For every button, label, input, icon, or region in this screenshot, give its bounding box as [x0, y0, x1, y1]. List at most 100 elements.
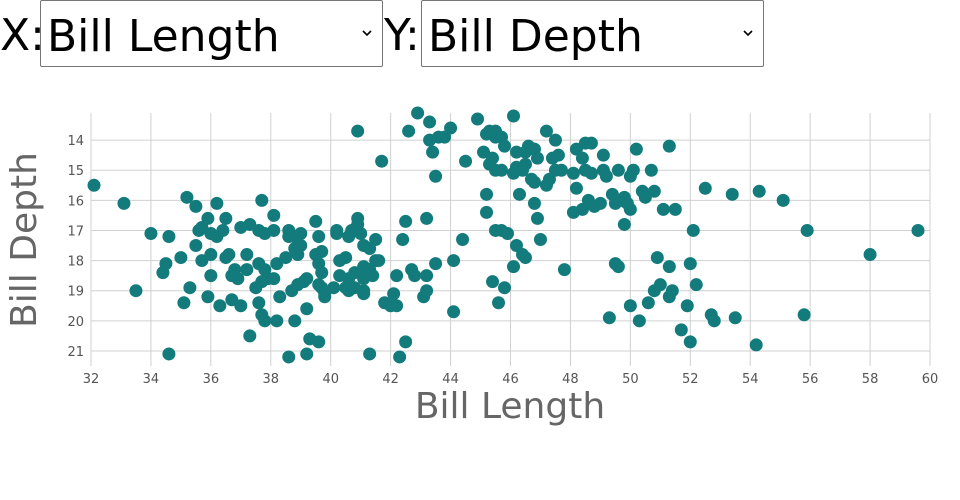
- data-point: [611, 260, 625, 274]
- data-point: [162, 229, 176, 243]
- data-point: [602, 311, 616, 325]
- data-point: [554, 163, 568, 177]
- data-point: [267, 223, 281, 237]
- data-point: [486, 275, 500, 289]
- data-point: [252, 296, 266, 310]
- data-point: [539, 124, 553, 138]
- data-point: [330, 226, 344, 240]
- data-point: [429, 169, 443, 183]
- data-point: [240, 248, 254, 262]
- data-point: [644, 163, 658, 177]
- data-point: [366, 269, 380, 283]
- data-point: [665, 284, 679, 298]
- data-point: [243, 329, 257, 343]
- data-point: [527, 175, 541, 189]
- data-point: [680, 299, 694, 313]
- data-point: [177, 296, 191, 310]
- x-tick-label: 56: [802, 372, 819, 387]
- data-point: [447, 254, 461, 268]
- data-point: [390, 269, 404, 283]
- x-tick-label: 44: [442, 372, 459, 387]
- data-point: [204, 248, 218, 262]
- data-point: [408, 269, 422, 283]
- tick-labels: 32 34 36 38 40 42 44 46 48 50 52 54 56 58 60 14 15 16 17 18…: [67, 134, 938, 387]
- data-point: [674, 323, 688, 337]
- y-tick-label: 14: [67, 134, 84, 149]
- data-point: [776, 193, 790, 207]
- y-axis-select[interactable]: Bill Depth: [421, 0, 764, 67]
- data-point: [210, 196, 224, 210]
- data-point: [189, 199, 203, 213]
- x-tick-label: 58: [862, 372, 879, 387]
- x-axis-title: Bill Length: [415, 386, 605, 427]
- data-point: [566, 166, 580, 180]
- data-point: [129, 284, 143, 298]
- data-point: [509, 145, 523, 159]
- data-point: [752, 184, 766, 198]
- data-point: [429, 257, 443, 271]
- data-point: [626, 163, 640, 177]
- data-point: [231, 272, 245, 286]
- data-point: [213, 299, 227, 313]
- chevron-down-icon: [743, 30, 753, 37]
- data-point: [575, 151, 589, 165]
- x-axis-select-value: Bill Length: [47, 11, 280, 62]
- data-point: [309, 214, 323, 228]
- data-point: [641, 296, 655, 310]
- data-point: [357, 287, 371, 301]
- chevron-down-icon: [362, 30, 372, 37]
- data-point: [393, 350, 407, 364]
- data-point: [294, 226, 308, 240]
- data-point: [174, 251, 188, 265]
- data-point: [506, 260, 520, 274]
- y-axis-title: Bill Depth: [4, 152, 45, 328]
- data-point: [863, 248, 877, 262]
- data-point: [629, 142, 643, 156]
- data-point: [662, 139, 676, 153]
- data-point: [632, 314, 646, 328]
- data-points: [87, 106, 925, 364]
- data-point: [518, 251, 532, 265]
- data-point: [471, 112, 485, 126]
- data-point: [117, 196, 131, 210]
- data-point: [584, 166, 598, 180]
- data-point: [530, 211, 544, 225]
- x-axis-select[interactable]: Bill Length: [40, 0, 383, 67]
- data-point: [327, 281, 341, 295]
- data-point: [611, 163, 625, 177]
- data-point: [698, 181, 712, 195]
- data-point: [506, 109, 520, 123]
- data-point: [399, 214, 413, 228]
- y-tick-label: 20: [67, 315, 84, 330]
- data-point: [596, 148, 610, 162]
- data-point: [390, 299, 404, 313]
- data-point: [725, 187, 739, 201]
- data-point: [300, 272, 314, 286]
- data-point: [363, 347, 377, 361]
- data-point: [683, 335, 697, 349]
- data-point: [216, 223, 230, 237]
- data-point: [300, 347, 314, 361]
- data-point: [533, 233, 547, 246]
- data-point: [300, 302, 314, 316]
- x-tick-label: 54: [742, 372, 759, 387]
- data-point: [402, 124, 416, 138]
- data-point: [87, 178, 101, 192]
- data-point: [222, 248, 236, 262]
- data-point: [315, 245, 329, 259]
- data-point: [728, 311, 742, 325]
- data-point: [282, 350, 296, 364]
- data-point: [548, 133, 562, 147]
- x-tick-label: 36: [203, 372, 220, 387]
- x-tick-label: 40: [322, 372, 339, 387]
- data-point: [411, 106, 425, 120]
- data-point: [162, 347, 176, 361]
- data-point: [911, 223, 925, 237]
- data-point: [351, 124, 365, 138]
- data-point: [797, 308, 811, 322]
- data-point: [219, 211, 233, 225]
- data-point: [201, 211, 215, 225]
- data-point: [273, 290, 287, 304]
- data-point: [492, 296, 506, 310]
